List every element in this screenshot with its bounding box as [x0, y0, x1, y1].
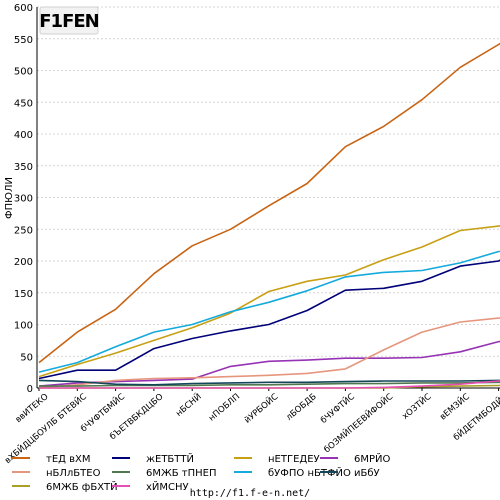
y-tick-label: 50 — [20, 352, 33, 363]
legend-label: 6МЖБ тПНЕП — [146, 468, 217, 479]
series-line — [38, 259, 500, 380]
legend-item: бУФПО нБТФЙО — [234, 466, 351, 479]
legend-item: 6МЖБ тПНЕП — [112, 468, 217, 479]
logo-text: F1FEN — [39, 11, 98, 32]
y-tick-label: 250 — [14, 225, 33, 236]
legend-item: тЕД вХМ — [12, 454, 91, 465]
series-lines — [38, 42, 500, 389]
legend-item: жЕТБТТЙ — [112, 452, 194, 465]
y-tick-label: 500 — [14, 67, 33, 78]
logo: F1FEN — [39, 6, 100, 35]
y-tick-label: 300 — [14, 194, 33, 205]
y-tick-label: 600 — [14, 3, 33, 14]
series-line — [38, 224, 500, 378]
legend-item: 6МРЙО — [320, 452, 391, 465]
legend-item: иБбУ — [320, 468, 380, 479]
y-tick-label: 100 — [14, 321, 33, 332]
legend-label: нБЛлБТЕО — [46, 468, 101, 479]
y-tick-label: 550 — [14, 35, 33, 46]
legend-label: иБбУ — [354, 468, 380, 479]
y-tick-label: 400 — [14, 130, 33, 141]
y-tick-labels: 0 50 100 150 200 250 300 350 400 450 500 550 600 — [14, 3, 33, 395]
y-tick-label: 200 — [14, 257, 33, 268]
legend-item: хЙМСНУ — [112, 480, 189, 493]
y-axis-label: ФПЮЛИ — [4, 177, 15, 219]
legend-item: нЕТГЕДЕУ — [234, 454, 320, 465]
series-line — [38, 340, 500, 387]
legend-item: 6МЖБ фБХТЙ — [12, 480, 118, 493]
grid-lines — [37, 6, 500, 357]
legend-label: 6МЖБ фБХТЙ — [46, 480, 118, 493]
y-tick-label: 0 — [27, 384, 33, 395]
legend-label: хЙМСНУ — [146, 480, 189, 493]
series-line — [39, 381, 500, 387]
series-line — [38, 250, 500, 373]
legend-label: тЕД вХМ — [46, 454, 91, 465]
series-line — [38, 317, 500, 389]
series-line — [39, 379, 500, 389]
legend-item: нБЛлБТЕО — [12, 468, 101, 479]
y-tick-label: 150 — [14, 289, 33, 300]
legend-label: бУФПО нБТФЙО — [268, 466, 351, 479]
y-tick-label: 450 — [14, 98, 33, 109]
series-line — [38, 379, 500, 386]
footer-url[interactable]: http://f1.f-e-n.net/ — [190, 488, 310, 499]
y-tick-label: 350 — [14, 162, 33, 173]
series-line — [38, 42, 500, 364]
legend-label: нЕТГЕДЕУ — [268, 454, 320, 465]
legend-label: 6МРЙО — [354, 452, 391, 465]
legend-label: жЕТБТТЙ — [146, 452, 194, 465]
